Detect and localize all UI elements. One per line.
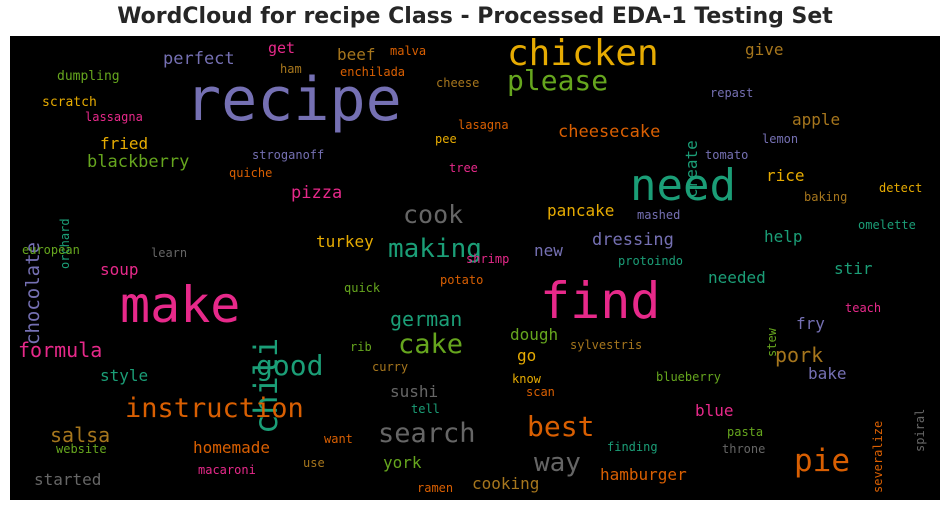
- word-fried: fried: [100, 134, 149, 153]
- word-repast: repast: [710, 86, 754, 100]
- word-mashed: mashed: [637, 208, 681, 222]
- word-european: european: [22, 243, 80, 257]
- word-perfect: perfect: [163, 49, 235, 69]
- word-throne: throne: [722, 442, 766, 456]
- word-need: need: [630, 160, 736, 211]
- word-website: website: [56, 442, 107, 456]
- word-detect: detect: [879, 181, 923, 195]
- word-making: making: [388, 234, 482, 264]
- word-stew: stew: [765, 328, 779, 357]
- word-macaroni: macaroni: [198, 463, 256, 477]
- word-fry: fry: [796, 314, 825, 333]
- word-learn: learn: [151, 246, 188, 260]
- word-style: style: [100, 366, 149, 385]
- word-use: use: [303, 456, 325, 470]
- word-please: please: [507, 64, 609, 97]
- word-sylvestris: sylvestris: [570, 338, 643, 352]
- word-stir: stir: [834, 259, 873, 278]
- word-york: york: [383, 453, 422, 472]
- word-best: best: [527, 410, 595, 443]
- word-enchilada: enchilada: [340, 65, 406, 79]
- word-pasta: pasta: [727, 425, 764, 439]
- word-chicken: chicken: [507, 36, 659, 74]
- word-go: go: [517, 346, 537, 365]
- word-curry: curry: [372, 360, 409, 374]
- word-beef: beef: [337, 45, 376, 64]
- word-cooking: cooking: [472, 474, 540, 493]
- word-tell: tell: [411, 402, 440, 416]
- word-quiche: quiche: [229, 166, 273, 180]
- word-scratch: scratch: [42, 95, 97, 110]
- word-homemade: homemade: [193, 438, 271, 457]
- word-omelette: omelette: [858, 218, 916, 232]
- word-blue: blue: [695, 401, 734, 420]
- word-dough: dough: [510, 325, 559, 344]
- word-baking: baking: [804, 190, 848, 204]
- word-cheese: cheese: [436, 76, 480, 90]
- word-malva: malva: [390, 44, 427, 58]
- word-know: know: [512, 372, 541, 386]
- word-stroganoff: stroganoff: [252, 148, 325, 162]
- word-severalize: severalize: [871, 420, 885, 493]
- word-cake: cake: [398, 329, 464, 360]
- word-lemon: lemon: [762, 132, 799, 146]
- word-finding: finding: [607, 440, 658, 454]
- word-cook: cook: [403, 200, 464, 229]
- word-spiral: spiral: [913, 408, 927, 452]
- word-lasagna: lasagna: [458, 118, 509, 132]
- word-way: way: [534, 448, 581, 478]
- word-salsa: salsa: [50, 423, 111, 447]
- word-soup: soup: [100, 260, 139, 279]
- word-rice: rice: [766, 166, 805, 185]
- word-new: new: [534, 241, 563, 260]
- word-turkey: turkey: [316, 232, 374, 251]
- word-give: give: [745, 40, 784, 59]
- word-started: started: [34, 470, 102, 489]
- word-pee: pee: [435, 132, 457, 146]
- word-apple: apple: [792, 110, 841, 129]
- chart-title: WordCloud for recipe Class - Processed E…: [117, 4, 833, 29]
- word-want: want: [324, 432, 353, 446]
- word-needed: needed: [708, 268, 766, 287]
- word-shrimp: shrimp: [466, 252, 510, 266]
- word-instruction: instruction: [125, 393, 304, 424]
- word-blackberry: blackberry: [87, 152, 190, 172]
- word-dressing: dressing: [592, 230, 674, 250]
- word-german: german: [390, 307, 463, 331]
- word-pizza: pizza: [291, 183, 343, 203]
- word-help: help: [764, 227, 803, 246]
- word-bake: bake: [808, 364, 847, 383]
- word-blueberry: blueberry: [656, 370, 722, 384]
- word-formula: formula: [18, 338, 103, 362]
- word-lassagna: lassagna: [85, 110, 143, 124]
- word-tree: tree: [449, 161, 478, 175]
- word-ramen: ramen: [417, 481, 454, 495]
- word-tomato: tomato: [705, 148, 749, 162]
- word-quick: quick: [344, 281, 381, 295]
- word-teach: teach: [845, 301, 882, 315]
- word-pancake: pancake: [547, 201, 615, 220]
- word-cloud-canvas: recipe need make find chicken please chili inst…: [10, 36, 940, 500]
- word-potato: potato: [440, 273, 484, 287]
- word-hamburger: hamburger: [600, 465, 687, 484]
- word-pie: pie: [794, 443, 850, 479]
- word-get: get: [268, 39, 296, 57]
- word-ham: ham: [280, 62, 302, 76]
- word-create: create: [682, 140, 701, 198]
- word-search: search: [378, 418, 476, 449]
- word-make: make: [120, 276, 241, 334]
- word-sushi: sushi: [390, 382, 439, 401]
- word-cheesecake: cheesecake: [558, 122, 661, 142]
- word-rib: rib: [350, 340, 372, 354]
- word-dumpling: dumpling: [57, 69, 120, 84]
- word-good: good: [256, 349, 324, 382]
- word-chocolate: chocolate: [22, 242, 44, 345]
- word-protoindo: protoindo: [618, 254, 684, 268]
- word-recipe: recipe: [185, 65, 402, 135]
- word-find: find: [540, 272, 661, 330]
- word-pork: pork: [775, 343, 824, 367]
- word-scan: scan: [526, 385, 555, 399]
